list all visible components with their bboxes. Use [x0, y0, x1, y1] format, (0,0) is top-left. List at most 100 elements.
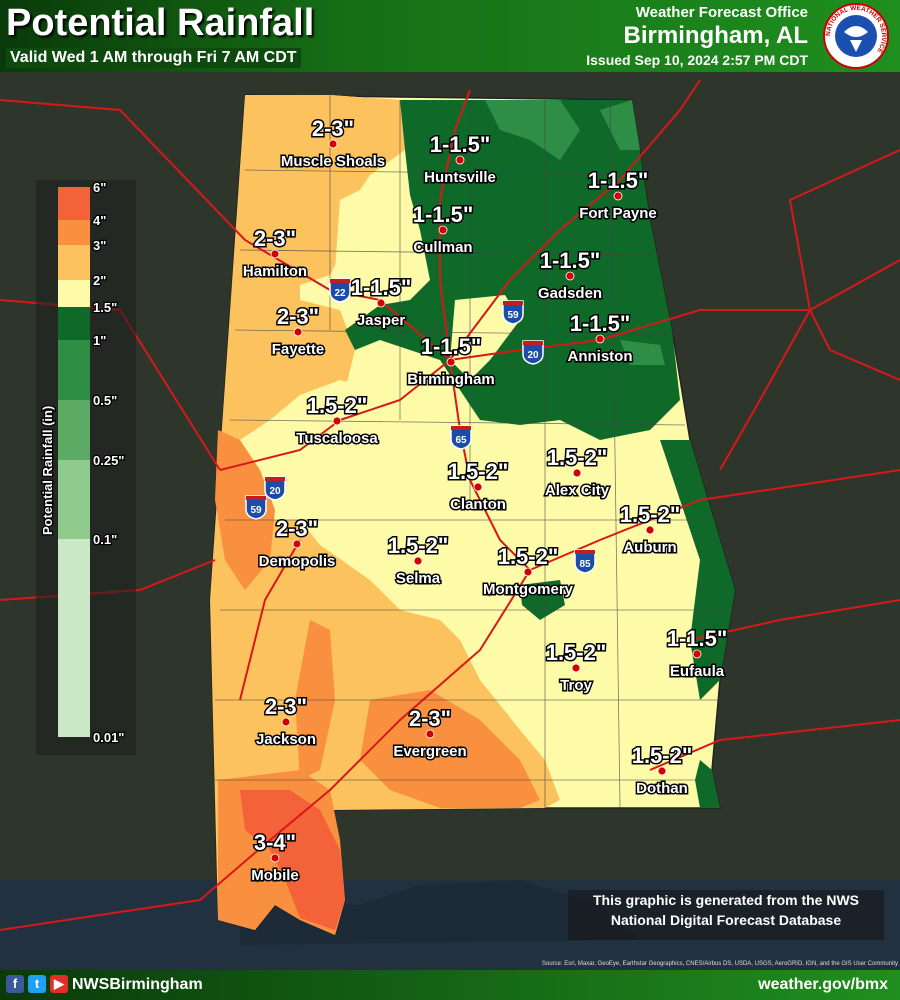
city-marker: 3-4" Mobile [250, 829, 301, 886]
note-line-2: National Digital Forecast Database [610, 912, 842, 928]
city-labels: 2-3" Muscle Shoals 1-1.5" Huntsville 1-1.5" F… [241, 115, 729, 886]
city-dot [571, 663, 581, 673]
interstate-number: 59 [250, 505, 262, 516]
city-marker: 2-3" Muscle Shoals [279, 115, 386, 172]
rainfall-amount: 2-3" [254, 226, 296, 251]
rainfall-amount: 1-1.5" [351, 275, 412, 300]
legend-swatch [58, 539, 90, 737]
city-dot [376, 298, 386, 308]
city-marker: 1-1.5" Birmingham [406, 333, 497, 390]
data-source-note: This graphic is generated from the NWS N… [568, 890, 884, 940]
city-marker: 1-1.5" Cullman [411, 201, 475, 258]
city-marker: 2-3" Jackson [254, 693, 317, 750]
legend-title: Potential Rainfall (in) [40, 406, 55, 535]
city-name: Alex City [545, 482, 610, 499]
website-link[interactable]: weather.gov/bmx [758, 976, 888, 993]
rainfall-amount: 1.5-2" [547, 445, 608, 470]
facebook-icon[interactable]: f [6, 975, 24, 993]
city-dot [292, 539, 302, 549]
city-name: Fort Payne [579, 205, 657, 222]
interstate-number: 65 [455, 435, 467, 446]
city-marker: 1.5-2" Troy [544, 639, 608, 696]
city-marker: 1-1.5" Eufaula [665, 625, 729, 682]
city-dot [281, 717, 291, 727]
legend-swatch [58, 400, 90, 460]
city-marker: 1-1.5" Fort Payne [578, 167, 659, 224]
city-name: Clanton [450, 496, 506, 513]
rainfall-amount: 1.5-2" [620, 502, 681, 527]
interstate-number: 20 [527, 350, 539, 361]
city-name: Huntsville [424, 169, 496, 186]
note-line-1: This graphic is generated from the NWS [592, 892, 860, 908]
city-dot [332, 416, 342, 426]
city-marker: 1-1.5" Huntsville [423, 131, 498, 188]
city-marker: 2-3" Fayette [270, 303, 326, 360]
city-dot [446, 357, 456, 367]
rainfall-amount: 1-1.5" [540, 248, 601, 273]
legend-tick-label: 4" [93, 213, 106, 228]
legend-swatch [58, 187, 90, 220]
rainfall-amount: 1-1.5" [570, 311, 631, 336]
social-handle[interactable]: NWSBirmingham [72, 976, 203, 993]
city-name: Jackson [256, 731, 316, 748]
city-name: Demopolis [259, 553, 336, 570]
rainfall-amount: 2-3" [276, 516, 318, 541]
legend-swatch [58, 340, 90, 400]
rainfall-amount: 2-3" [265, 694, 307, 719]
city-marker: 1.5-2" Alex City [543, 444, 611, 501]
city-marker: 1-1.5" Anniston [566, 310, 634, 367]
interstate-shield: 59 [502, 300, 524, 325]
city-name: Birmingham [407, 371, 495, 388]
city-dot [455, 155, 465, 165]
interstate-number: 22 [334, 288, 346, 299]
city-marker: 1.5-2" Tuscaloosa [295, 392, 380, 449]
city-dot [425, 729, 435, 739]
city-name: Selma [396, 570, 441, 587]
city-marker: 1-1.5" Jasper [349, 274, 413, 331]
city-dot [572, 468, 582, 478]
city-marker: 1.5-2" Selma [386, 532, 450, 589]
rainfall-amount: 1.5-2" [498, 544, 559, 569]
twitter-icon[interactable]: t [28, 975, 46, 993]
legend-tick-label: 0.1" [93, 532, 117, 547]
legend-tick-label: 1" [93, 333, 106, 348]
city-dot [438, 225, 448, 235]
city-name: Gadsden [538, 285, 602, 302]
rainfall-amount: 1.5-2" [546, 640, 607, 665]
header-bar: Potential Rainfall Valid Wed 1 AM throug… [0, 0, 900, 72]
rainfall-amount: 2-3" [277, 304, 319, 329]
youtube-icon[interactable]: ▶ [50, 975, 68, 993]
city-dot [613, 191, 623, 201]
rainfall-amount: 1.5-2" [307, 393, 368, 418]
city-name: Hamilton [243, 263, 307, 280]
city-dot [595, 334, 605, 344]
city-name: Muscle Shoals [281, 153, 385, 170]
issued-time: Issued Sep 10, 2024 2:57 PM CDT [586, 52, 808, 68]
city-marker: 1.5-2" Montgomery [482, 543, 576, 600]
city-marker: 1.5-2" Dothan [630, 742, 694, 799]
legend-tick-label: 1.5" [93, 300, 117, 315]
legend-tick-label: 2" [93, 273, 106, 288]
rainfall-amount: 1-1.5" [588, 168, 649, 193]
rainfall-amount: 3-4" [254, 830, 296, 855]
legend: 6" 4" 3" 2" 1.5" 1" 0.5" 0.25" 0.1" 0.01" Potenti… [36, 179, 136, 755]
rainfall-amount: 2-3" [312, 116, 354, 141]
office-label: Weather Forecast Office [635, 4, 808, 21]
city-name: Tuscaloosa [296, 430, 378, 447]
city-marker: 1.5-2" Auburn [618, 501, 682, 558]
legend-swatch [58, 460, 90, 539]
city-name: Evergreen [393, 743, 466, 760]
city-name: Jasper [357, 312, 406, 329]
interstate-shield: 20 [264, 476, 286, 501]
legend-tick-label: 0.5" [93, 393, 117, 408]
city-name: Dothan [636, 780, 688, 797]
city-name: Eufaula [670, 663, 725, 680]
city-dot [328, 139, 338, 149]
legend-tick-label: 6" [93, 180, 106, 195]
interstate-shield: 20 [522, 340, 544, 365]
valid-period: Valid Wed 1 AM through Fri 7 AM CDT [6, 48, 301, 68]
rainfall-amount: 2-3" [409, 706, 451, 731]
legend-tick-label: 0.01" [93, 730, 124, 745]
city-marker: 2-3" Demopolis [257, 515, 337, 572]
